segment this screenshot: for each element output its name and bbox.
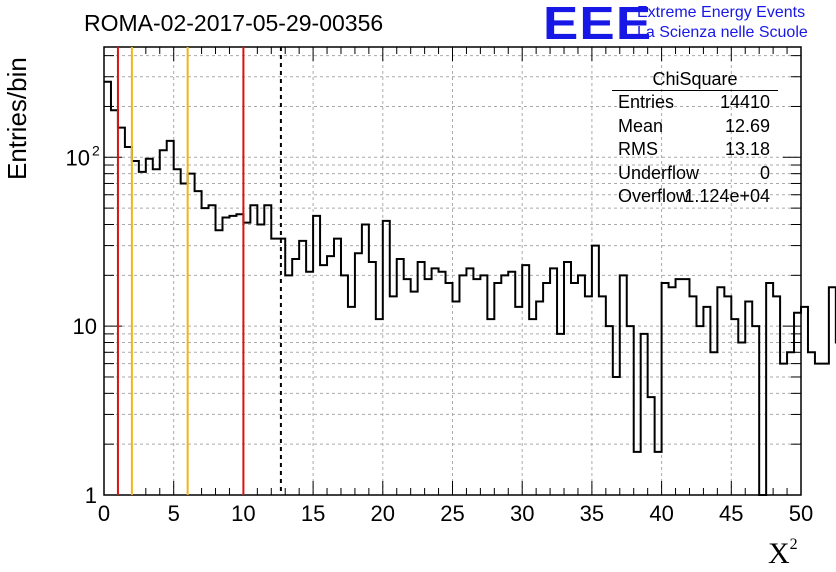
x-tick-labels: 0 5 10 15 20 25 30 35 40 45 50: [98, 501, 813, 526]
stats-label: RMS: [618, 139, 658, 159]
x-axis-label-exponent: 2: [789, 536, 798, 553]
y-tick-label-exponent: 2: [92, 142, 100, 158]
y-tick-label: 10: [73, 314, 97, 339]
x-tick-label: 35: [580, 501, 604, 526]
x-tick-label: 10: [231, 501, 255, 526]
stats-label: Underflow: [618, 162, 700, 183]
stats-value: 1.124e+04: [684, 186, 770, 206]
chart-title: ROMA-02-2017-05-29-00356: [84, 10, 384, 36]
x-tick-label: 50: [789, 501, 813, 526]
logo-tagline-1: Extreme Energy Events: [637, 4, 806, 21]
stats-value: 14410: [719, 92, 770, 112]
y-axis-label: Entries/bin: [2, 57, 32, 180]
stats-label: Mean: [618, 115, 664, 136]
stats-title: ChiSquare: [612, 68, 778, 91]
x-tick-label: 45: [719, 501, 743, 526]
x-tick-label: 15: [301, 501, 325, 526]
stats-row-rms: RMS 13.18: [612, 138, 778, 162]
stats-row-overflow: Overflow 1.124e+04: [612, 185, 778, 209]
stats-row-entries: Entries 14410: [612, 91, 778, 115]
stats-value: 12.69: [724, 115, 770, 136]
stats-row-underflow: Underflow 0: [612, 162, 778, 186]
x-tick-label: 30: [510, 501, 534, 526]
stats-value: 13.18: [724, 139, 770, 159]
stats-label: Entries: [618, 92, 675, 112]
x-tick-label: 0: [98, 501, 110, 526]
x-axis-label: X2: [768, 536, 798, 571]
histogram-series: [104, 80, 836, 496]
reference-lines: [116, 47, 282, 495]
logo-tagline-2: La Scienza nelle Scuole: [637, 24, 808, 41]
histogram-line: [104, 80, 836, 496]
x-tick-label: 25: [440, 501, 464, 526]
stats-value: 0: [759, 162, 770, 183]
x-tick-label: 20: [371, 501, 395, 526]
y-tick-label: 10: [66, 145, 90, 170]
x-tick-label: 40: [649, 501, 673, 526]
stats-label: Overflow: [618, 186, 690, 206]
x-tick-label: 5: [168, 501, 180, 526]
stats-row-mean: Mean 12.69: [612, 115, 778, 139]
eee-logo: EEE: [543, 0, 653, 49]
x-axis-label-symbol: X: [768, 537, 790, 570]
stats-box: ChiSquare Entries 14410 Mean 12.69 RMS 13.1…: [612, 68, 778, 209]
y-tick-label: 1: [85, 483, 97, 508]
